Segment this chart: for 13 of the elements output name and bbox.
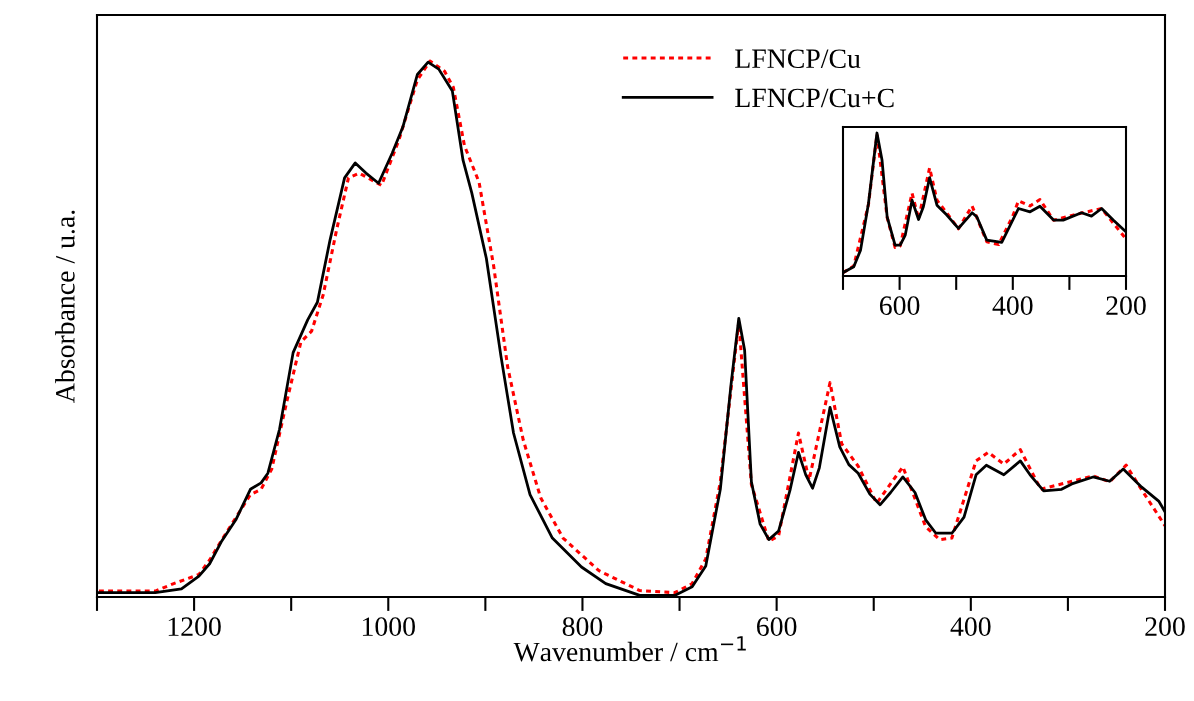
y-axis-title: Absorbance / u.a. [55, 210, 75, 403]
x-axis-title: Wavenumber / cm$^{−1}$ [513, 636, 746, 662]
legend-label: LFNCP/Cu [735, 49, 861, 69]
x-tick-label: 200 [1106, 296, 1146, 315]
x-tick-label: 400 [992, 296, 1033, 315]
x-tick-label: 1200 [168, 617, 221, 636]
x-tick-label: 1000 [362, 617, 415, 636]
x-tick-label: 200 [1145, 617, 1185, 636]
x-tick-label: 600 [757, 617, 797, 636]
x-tick-label: 600 [879, 296, 920, 315]
legend-label: LFNCP/Cu+C [735, 88, 894, 108]
x-tick-label: 800 [562, 617, 603, 636]
x-tick-label: 400 [950, 617, 991, 636]
